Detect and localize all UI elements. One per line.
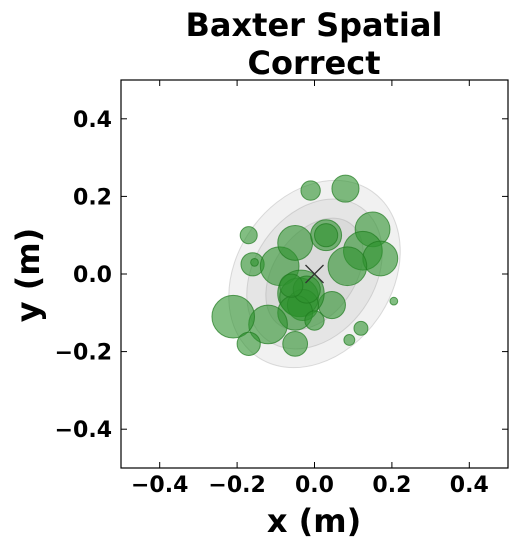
data-point-14 — [389, 296, 399, 306]
y-tick-label: 0.4 — [73, 108, 112, 133]
data-point-28 — [304, 310, 325, 331]
data-point-25 — [211, 294, 256, 339]
data-point-23 — [279, 273, 304, 298]
y-tick-label: −0.4 — [55, 418, 112, 443]
data-point-16 — [343, 334, 356, 346]
data-point-7 — [277, 225, 314, 261]
chart-title-line-2: Correct — [248, 44, 381, 82]
y-axis-label: y (m) — [9, 228, 47, 323]
chart-title-line-1: Baxter Spatial — [186, 6, 443, 44]
center-marker — [305, 264, 324, 284]
data-point-15 — [353, 320, 369, 336]
y-tick-label: −0.2 — [55, 341, 112, 366]
data-point-2 — [300, 180, 321, 201]
x-tick-label: 0.0 — [295, 473, 334, 498]
data-point-9 — [314, 223, 339, 248]
data-point-26 — [236, 331, 261, 356]
plot-area: −0.4 −0.2 0.0 0.2 0.4 0.4 0.2 0.0 −0.2 −0.4 — [55, 79, 509, 498]
data-point-13 — [327, 246, 368, 287]
y-tick-label: 0.2 — [73, 185, 112, 210]
x-tick-label: 0.4 — [450, 473, 489, 498]
x-tick-label: −0.2 — [208, 473, 265, 498]
data-point-27 — [282, 330, 309, 357]
x-tick-label: 0.2 — [372, 473, 411, 498]
data-point-1 — [331, 174, 360, 203]
x-axis-label: x (m) — [267, 502, 361, 540]
y-tick-label: 0.0 — [73, 263, 112, 288]
data-point-12 — [362, 240, 399, 277]
data-point-5 — [250, 257, 259, 267]
x-tick-label: −0.4 — [131, 473, 188, 498]
data-point-3 — [239, 226, 258, 245]
